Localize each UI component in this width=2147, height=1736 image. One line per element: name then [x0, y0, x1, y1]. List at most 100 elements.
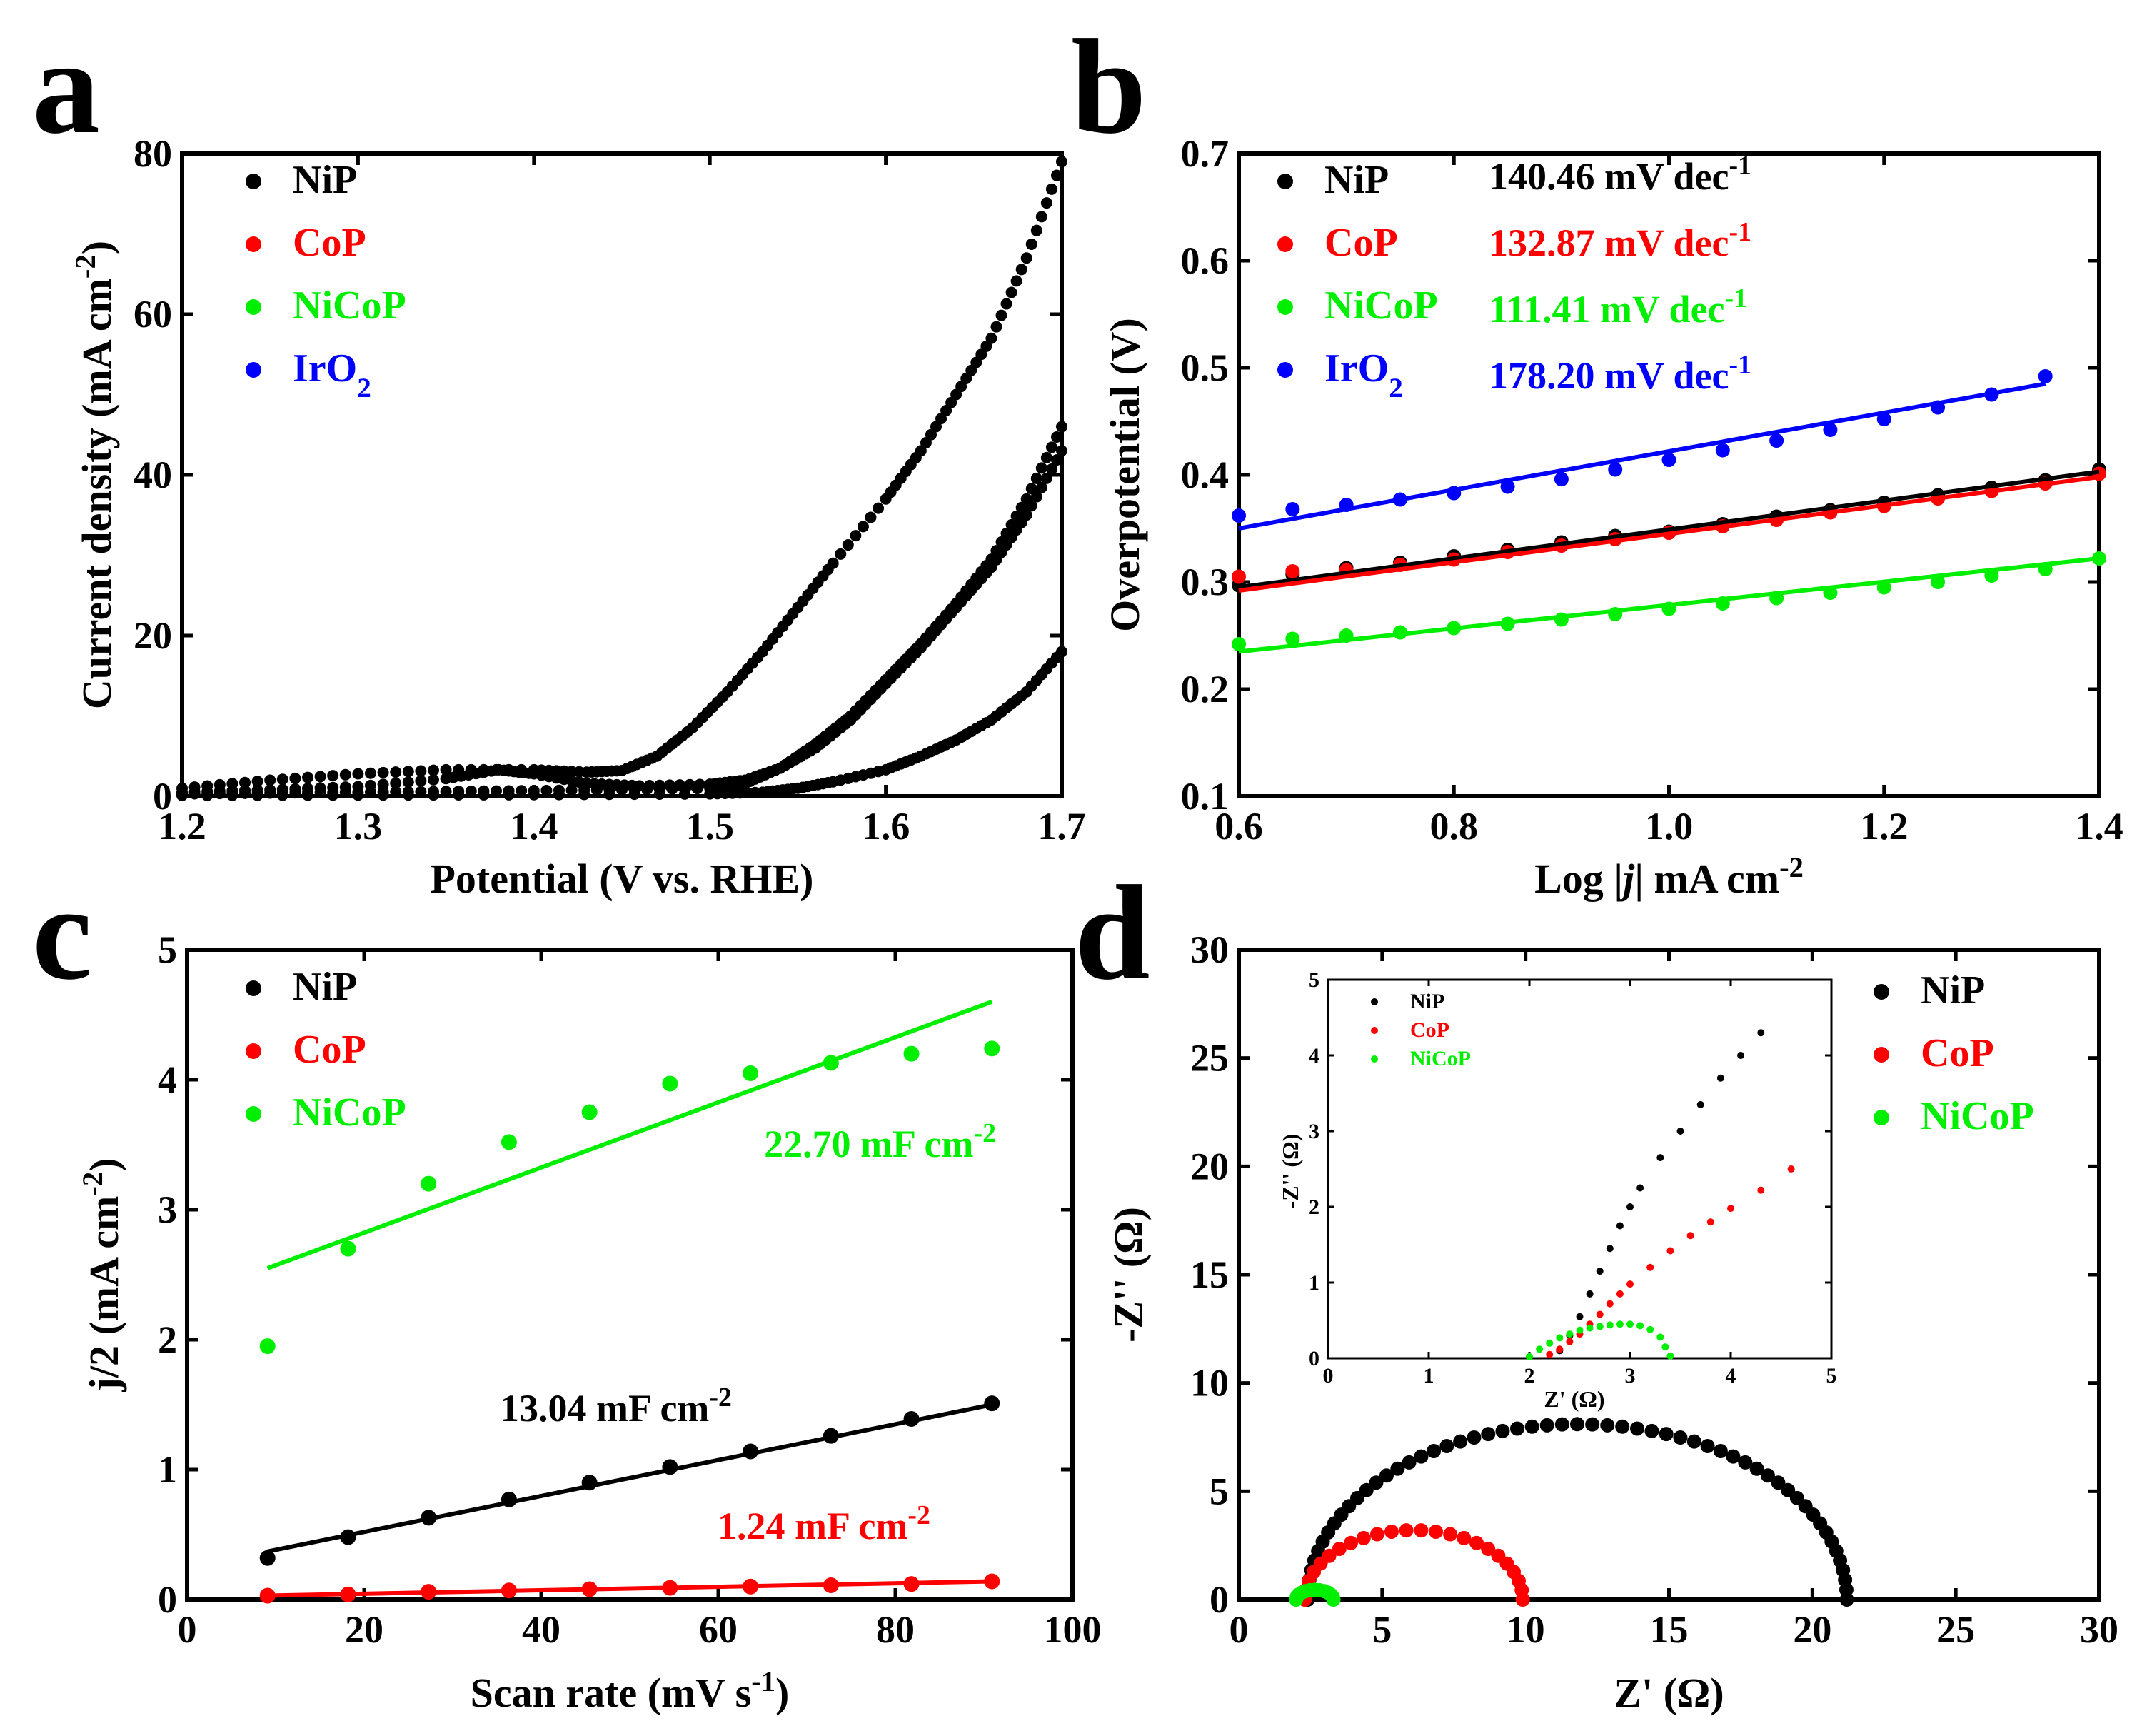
- d-point-NiP: [1713, 1443, 1728, 1458]
- b-legend-label: CoP: [1324, 221, 1398, 265]
- a-point-undefined: [691, 783, 703, 795]
- c-x-tick-label: 0: [178, 1608, 197, 1651]
- a-point-undefined: [302, 789, 313, 801]
- c-point-NiCoP: [259, 1338, 276, 1355]
- d-point-NiP: [1379, 1468, 1394, 1483]
- d-inset-y-tick-label: 3: [1309, 1120, 1319, 1143]
- d-point-NiP: [1539, 1418, 1554, 1433]
- a-point-undefined: [503, 788, 515, 801]
- a-point-undefined: [990, 545, 1002, 557]
- b-x-tick-label: 1.0: [1645, 805, 1694, 848]
- d-inset-point-NiP: [1606, 1245, 1614, 1253]
- a-x-tick-label: 1.5: [685, 805, 734, 848]
- d-point-NiP: [1839, 1592, 1854, 1607]
- d-y-tick-label: 0: [1210, 1578, 1229, 1621]
- a-point-undefined: [857, 521, 869, 533]
- a-point-undefined: [590, 784, 603, 796]
- a-point-undefined: [251, 789, 263, 801]
- d-x-tick-label: 30: [2080, 1608, 2118, 1651]
- d-inset-x-tick-label: 1: [1424, 1364, 1434, 1388]
- b-point-IrO2: [1715, 443, 1730, 458]
- d-point-NiP: [1402, 1455, 1417, 1470]
- a-point-undefined: [289, 787, 301, 799]
- c-legend-label: NiP: [293, 965, 357, 1009]
- c-point-NiCoP: [421, 1175, 437, 1192]
- c-y-tick-label: 0: [158, 1578, 177, 1621]
- b-slope-annotation: 111.41 mV dec-1: [1489, 284, 1747, 331]
- a-legend-label: NiCoP: [293, 284, 406, 328]
- a-point-undefined: [415, 775, 427, 787]
- a-y-tick-label: 40: [134, 453, 172, 496]
- a-point-undefined: [1035, 211, 1047, 223]
- c-y-tick-label: 1: [158, 1448, 177, 1491]
- a-x-tick-label: 1.4: [510, 805, 558, 848]
- a-point-undefined: [653, 788, 665, 800]
- a-point-undefined: [327, 770, 339, 782]
- a-point-undefined: [1010, 275, 1022, 287]
- a-point-undefined: [478, 788, 490, 801]
- a-point-undefined: [314, 786, 326, 798]
- d-point-NiP: [1749, 1461, 1764, 1476]
- a-point-undefined: [1005, 518, 1017, 531]
- a-point-undefined: [302, 771, 313, 783]
- a-x-tick-label: 1.6: [862, 805, 910, 848]
- a-point-undefined: [503, 763, 515, 776]
- a-point-undefined: [842, 539, 854, 551]
- d-point-CoP: [1429, 1524, 1444, 1539]
- c-point-NiCoP: [984, 1040, 1000, 1057]
- a-point-undefined: [1030, 472, 1042, 484]
- c-point-NiCoP: [903, 1045, 920, 1062]
- a-point-undefined: [1010, 510, 1022, 522]
- d-inset-point-NiCoP: [1556, 1334, 1564, 1342]
- c-y-axis-title: j/2 (mA cm-2): [76, 1158, 128, 1393]
- d-inset-point-NiCoP: [1616, 1320, 1624, 1328]
- d-point-NiP: [1369, 1475, 1384, 1490]
- a-point-undefined: [1035, 481, 1047, 493]
- a-point-undefined: [1040, 472, 1052, 484]
- b-y-axis-title: Overpotential (V): [1102, 318, 1148, 632]
- b-y-tick-label: 0.3: [1181, 561, 1230, 603]
- c-point-CoP: [581, 1581, 598, 1597]
- d-inset-point-NiCoP: [1661, 1343, 1669, 1351]
- d-inset-point-CoP: [1787, 1165, 1795, 1173]
- d-point-NiP: [1644, 1423, 1659, 1438]
- b-y-tick-label: 0.5: [1181, 346, 1230, 389]
- a-point-undefined: [995, 309, 1007, 321]
- c-capacitance-annotation: 22.70 mF cm-2: [764, 1118, 996, 1165]
- d-point-NiP: [1771, 1475, 1786, 1490]
- d-inset-axes-frame: [1327, 978, 1833, 1360]
- c-point-CoP: [501, 1582, 517, 1599]
- b-point-IrO2: [1232, 508, 1246, 523]
- c-point-CoP: [259, 1587, 276, 1604]
- a-y-axis-title: Current density (mA cm-2): [69, 241, 121, 709]
- d-point-NiP: [1524, 1419, 1539, 1434]
- d-legend-label: NiP: [1921, 968, 1985, 1013]
- a-point-undefined: [453, 763, 465, 776]
- a-point-undefined: [1040, 451, 1052, 463]
- c-point-NiP: [421, 1510, 437, 1526]
- d-inset-y-tick-label: 1: [1309, 1271, 1319, 1295]
- a-point-undefined: [276, 773, 288, 786]
- b-fit-line-CoP: [1238, 475, 2100, 593]
- c-point-CoP: [340, 1586, 356, 1602]
- c-point-NiCoP: [501, 1134, 517, 1150]
- d-point-NiP: [1600, 1418, 1615, 1433]
- d-inset-point-NiP: [1737, 1052, 1745, 1059]
- d-inset-point-NiCoP: [1546, 1339, 1554, 1347]
- d-point-NiP: [1509, 1421, 1524, 1436]
- c-x-tick-label: 60: [699, 1608, 738, 1651]
- d-inset-point-NiP: [1716, 1074, 1724, 1082]
- d-point-CoP: [1369, 1527, 1384, 1542]
- d-inset-point-CoP: [1646, 1263, 1654, 1271]
- c-point-CoP: [823, 1577, 839, 1593]
- c-x-tick-label: 80: [876, 1608, 915, 1651]
- d-inset-x-axis-title: Z' (Ω): [1544, 1386, 1604, 1412]
- d-y-tick-label: 20: [1190, 1145, 1229, 1188]
- d-inset-x-tick-label: 4: [1726, 1364, 1736, 1388]
- d-inset-point-NiCoP: [1566, 1330, 1574, 1338]
- d-point-CoP: [1515, 1592, 1530, 1607]
- b-point-IrO2: [2038, 369, 2053, 383]
- b-x-tick-label: 1.4: [2075, 805, 2123, 848]
- d-point-CoP: [1469, 1535, 1484, 1550]
- d-inset-legend-label: CoP: [1410, 1018, 1449, 1042]
